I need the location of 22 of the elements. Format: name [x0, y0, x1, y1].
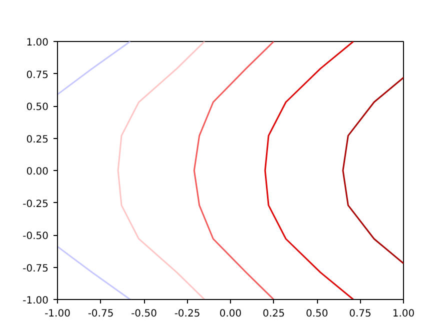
x-tick-label: 1.00: [392, 308, 415, 320]
x-tick-label: -0.25: [174, 308, 200, 320]
y-tick-label: -0.75: [22, 263, 48, 274]
y-tick-label: -0.50: [22, 231, 48, 242]
line-series: [193, 42, 274, 300]
x-tick-label: 0.75: [349, 308, 372, 320]
line-series: [117, 42, 206, 300]
x-tick-label: 0.50: [306, 308, 328, 320]
x-tick-label: -1.00: [44, 308, 70, 320]
x-tick-label: 0.25: [262, 308, 285, 320]
line-series: [342, 76, 404, 264]
x-tick-label: 0.00: [219, 308, 242, 320]
y-tick-label: 0.75: [26, 70, 48, 81]
line-series: [264, 42, 354, 300]
y-tick-label: 1.00: [26, 38, 48, 48]
y-tick-label: -1.00: [22, 296, 48, 306]
y-tick-label: 0.50: [26, 102, 48, 113]
x-tick-label: -0.50: [131, 308, 157, 320]
y-tick-label: 0.00: [26, 166, 48, 178]
y-tick-label: -0.25: [22, 198, 48, 210]
y-tick-label: 0.25: [26, 134, 48, 146]
x-tick-label: -0.75: [88, 308, 114, 320]
